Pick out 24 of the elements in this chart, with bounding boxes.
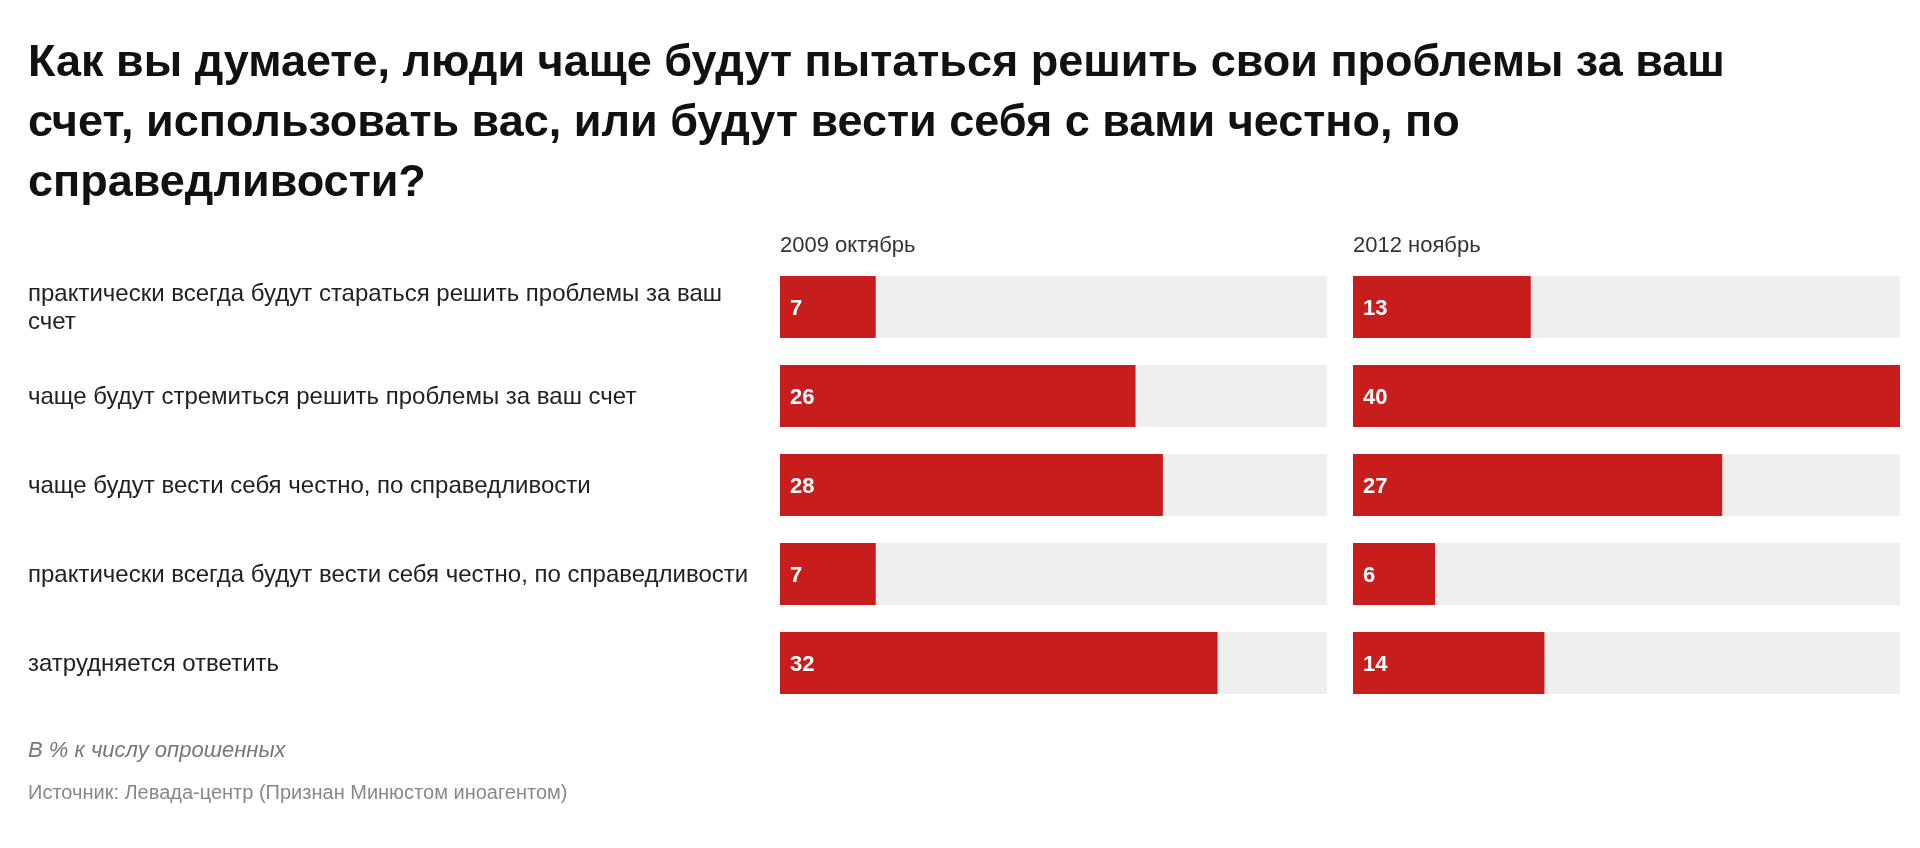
text: Источник: Левада-центр (Признан Минюстом иноагентом)	[28, 781, 568, 803]
bar	[1353, 365, 1900, 427]
data-label: 7	[790, 295, 803, 320]
y-tick-label: практически всегда будут вести себя честно, по справедливости	[28, 560, 749, 587]
y-tick-label: чаще будут стремиться решить проблемы за ваш счет	[28, 382, 637, 409]
data-label: 28	[790, 473, 815, 498]
data-label: 13	[1363, 295, 1388, 320]
data-label: 7	[790, 562, 803, 587]
data-label: 32	[790, 651, 815, 676]
bar	[780, 276, 876, 338]
text: В % к числу опрошенных	[28, 737, 287, 762]
data-label: 26	[790, 384, 815, 409]
y-tick-label: затрудняется ответить	[28, 649, 280, 676]
data-label: 40	[1363, 384, 1388, 409]
y-tick-label: чаще будут вести себя честно, по справедливости	[28, 471, 591, 498]
chart-subtitle: 2009 октябрь	[780, 232, 916, 257]
chart-title: Как вы думаете, люди чаще будут пытаться решить свои проблемы за ваш счет, использовать вас, или будут вести себя с вами честно, по справедливости?	[28, 35, 1725, 206]
data-label: 14	[1363, 651, 1389, 676]
data-label: 27	[1363, 473, 1388, 498]
bar	[1353, 543, 1436, 605]
y-tick-label: практически всегда будут стараться решить проблемы за ваш счет	[28, 279, 723, 334]
chart-title: 2012 ноябрь	[1353, 232, 1481, 257]
bar	[780, 543, 876, 605]
data-label: 6	[1363, 562, 1376, 587]
